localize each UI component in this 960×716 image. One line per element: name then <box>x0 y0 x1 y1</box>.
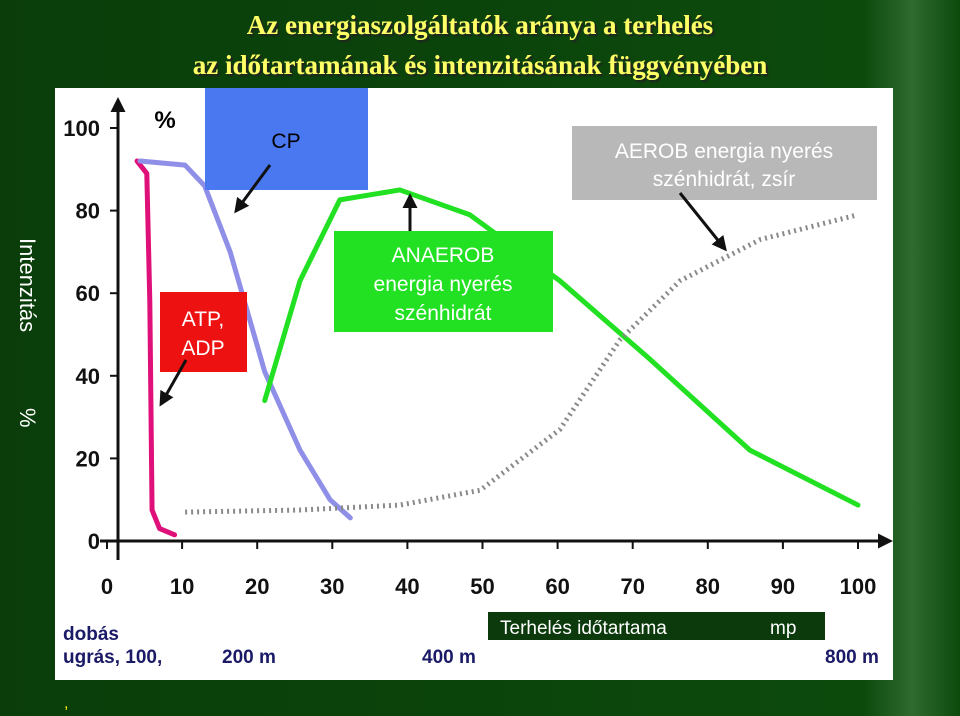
title-line: Az energiaszolgáltatók aránya a terhelés <box>247 10 713 40</box>
aerob-label: szénhidrát, zsír <box>653 168 795 191</box>
duration-box <box>488 612 825 640</box>
comma: , <box>64 695 68 712</box>
event-label: 800 m <box>825 647 879 668</box>
overlay: CP AEROB energia nyerés szénhidrát, zsír… <box>63 88 879 712</box>
side-label: % <box>15 408 40 428</box>
x-tick-label: 10 <box>170 574 194 599</box>
series-line <box>262 187 861 508</box>
x-tick-label: 40 <box>395 574 419 599</box>
x-tick-label: 30 <box>320 574 344 599</box>
y-tick-label: 20 <box>76 446 100 471</box>
aerob-box <box>572 126 877 200</box>
aerob-label: AEROB energia nyerés <box>615 140 833 163</box>
x-tick-label: 90 <box>771 574 795 599</box>
atp-label: ADP <box>181 337 224 360</box>
unit-label: mp <box>770 618 796 639</box>
series-line <box>134 158 178 538</box>
y-tick-label: 100 <box>63 116 100 141</box>
x-tick-label: 20 <box>245 574 269 599</box>
y-tick-label: 0 <box>88 529 100 554</box>
series-line <box>185 212 859 515</box>
y-tick-label: 40 <box>76 364 100 389</box>
event-label: ugrás, 100, <box>63 647 162 668</box>
cp-label: CP <box>271 130 300 153</box>
atp-label: ATP, <box>182 308 224 331</box>
x-tick-label: 50 <box>470 574 494 599</box>
event-label: dobás <box>63 624 119 645</box>
title-line: az időtartamának és intenzitásának függv… <box>193 50 768 80</box>
event-label: 400 m <box>422 647 476 668</box>
arrow <box>678 192 727 252</box>
y-tick-label: 60 <box>76 281 100 306</box>
series-line <box>137 158 353 521</box>
x-tick-label: 0 <box>101 574 113 599</box>
anaerob-label: ANAEROB <box>392 244 495 267</box>
arrow <box>234 164 272 214</box>
cp-box <box>205 88 368 190</box>
anaerob-box <box>334 231 553 332</box>
atp-box <box>160 292 247 372</box>
x-tick-label: 60 <box>545 574 569 599</box>
y-axis-symbol: % <box>154 107 175 134</box>
x-tick-label: 100 <box>840 574 877 599</box>
plot: % 0 20 40 60 80 100 0 10 20 30 40 50 60 70 80 90 100 <box>63 97 893 599</box>
anaerob-label: energia nyerés <box>374 273 513 296</box>
x-tick-label: 70 <box>620 574 644 599</box>
anaerob-label: szénhidrát <box>395 302 492 325</box>
side-label: Intenzitás <box>15 238 40 332</box>
y-tick-label: 80 <box>76 199 100 224</box>
x-tick-label: 80 <box>696 574 720 599</box>
event-label: 200 m <box>222 647 276 668</box>
arrow <box>159 359 188 407</box>
duration-label: Terhelés időtartama <box>500 618 667 639</box>
